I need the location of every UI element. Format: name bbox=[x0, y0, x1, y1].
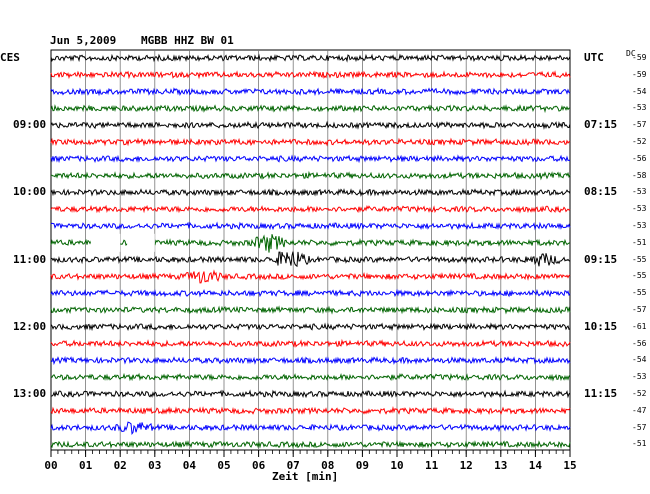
x-tick-label: 12 bbox=[460, 459, 473, 472]
dc-offset-label: -58 bbox=[632, 170, 647, 180]
x-tick-label: 00 bbox=[44, 459, 57, 472]
left-hour-label: 09:00 bbox=[13, 118, 47, 132]
x-axis: 00 01 02 03 04 05 06 07 08 09 10 11 12 13 14 15 bbox=[44, 450, 577, 472]
dc-offset-label: -51 bbox=[632, 237, 647, 247]
trace-row-17 bbox=[50, 338, 571, 348]
trace-row-16 bbox=[50, 322, 571, 332]
trace-row-10 bbox=[50, 221, 571, 231]
dc-offset-label: -59 bbox=[632, 53, 647, 62]
dc-offset-label: -53 bbox=[632, 372, 647, 382]
left-timezone-label: CES bbox=[0, 51, 20, 64]
dc-offset-label: -47 bbox=[632, 405, 647, 415]
trace-row-4 bbox=[50, 120, 571, 130]
trace-row-15 bbox=[50, 305, 571, 315]
x-tick-label: 04 bbox=[183, 459, 197, 472]
dc-offset-label: -52 bbox=[632, 137, 647, 146]
right-hour-label: 10:15 bbox=[584, 319, 618, 333]
dc-offset-label: -57 bbox=[632, 422, 647, 432]
dc-offset-label: -57 bbox=[632, 305, 647, 314]
trace-row-5 bbox=[50, 137, 571, 147]
dc-offset-label: -55 bbox=[632, 288, 647, 298]
dc-offset-label: -55 bbox=[632, 254, 647, 264]
dc-offset-label: -56 bbox=[632, 153, 647, 163]
x-tick-label: 03 bbox=[148, 459, 161, 472]
trace-row-6 bbox=[50, 154, 571, 164]
dc-offset-label: -55 bbox=[632, 271, 647, 281]
dc-header-label: DC bbox=[626, 49, 636, 58]
trace-row-8 bbox=[50, 187, 571, 198]
right-hour-label: 09:15 bbox=[584, 252, 618, 266]
dc-offset-label: -61 bbox=[632, 321, 647, 331]
trace-row-12 bbox=[50, 251, 571, 268]
trace-row-19 bbox=[50, 372, 571, 382]
seismogram-traces bbox=[50, 53, 571, 449]
dc-offset-label: -53 bbox=[632, 103, 647, 113]
left-hour-label: 11:00 bbox=[13, 252, 47, 266]
dc-offset-label: -51 bbox=[632, 439, 647, 449]
right-hour-label: UTC bbox=[584, 51, 604, 64]
trace-row-0 bbox=[50, 53, 571, 63]
x-tick-label: 05 bbox=[217, 459, 230, 472]
x-tick-label: 15 bbox=[563, 459, 576, 472]
trace-row-1 bbox=[50, 70, 571, 80]
x-tick-label: 02 bbox=[114, 459, 127, 472]
trace-row-21 bbox=[50, 406, 571, 416]
right-hour-label: 07:15 bbox=[584, 118, 618, 132]
dc-offset-label: -54 bbox=[632, 355, 647, 365]
left-hour-label: 12:00 bbox=[13, 319, 47, 333]
x-tick-label: 10 bbox=[390, 459, 403, 472]
x-tick-label: 14 bbox=[529, 459, 543, 472]
right-hour-label: 08:15 bbox=[584, 185, 618, 199]
trace-row-9 bbox=[50, 204, 571, 214]
dc-offset-label: -54 bbox=[632, 86, 647, 96]
x-tick-label: 06 bbox=[252, 459, 266, 472]
x-tick-label: 11 bbox=[425, 459, 439, 472]
trace-row-22 bbox=[50, 421, 571, 436]
x-tick-label: 09 bbox=[356, 459, 369, 472]
data-gap bbox=[127, 233, 155, 252]
x-tick-label: 07 bbox=[287, 459, 300, 472]
dc-offset-label: -52 bbox=[632, 389, 647, 398]
trace-row-23 bbox=[50, 440, 571, 449]
trace-row-3 bbox=[50, 103, 571, 114]
data-gap bbox=[90, 233, 121, 252]
left-hour-label: 13:00 bbox=[13, 387, 47, 400]
trace-row-7 bbox=[51, 170, 571, 181]
data-gaps bbox=[90, 233, 155, 252]
dc-offset-label: -53 bbox=[632, 187, 647, 197]
trace-row-20 bbox=[51, 389, 571, 399]
left-hour-label: 10:00 bbox=[13, 185, 47, 199]
right-hour-label: 11:15 bbox=[584, 387, 618, 400]
dc-offset-label: -56 bbox=[632, 338, 647, 348]
dc-offset-label: -53 bbox=[632, 221, 647, 230]
trace-row-2 bbox=[50, 86, 571, 97]
x-tick-label: 01 bbox=[79, 459, 93, 472]
x-tick-label: 08 bbox=[321, 459, 334, 472]
plot-frame bbox=[50, 49, 571, 451]
dc-offset-label: -57 bbox=[632, 120, 647, 130]
x-axis-label: Zeit [min] bbox=[272, 470, 339, 483]
trace-row-18 bbox=[50, 355, 571, 366]
dc-offset-label: -59 bbox=[632, 69, 647, 79]
chart-station: MGBB HHZ BW 01 bbox=[141, 34, 234, 47]
dc-offset-label: -53 bbox=[632, 204, 647, 214]
trace-row-13 bbox=[50, 269, 571, 284]
trace-row-14 bbox=[50, 288, 571, 298]
chart-date: Jun 5,2009 bbox=[50, 34, 117, 47]
plot-grid bbox=[50, 49, 571, 451]
x-tick-label: 13 bbox=[494, 459, 507, 472]
